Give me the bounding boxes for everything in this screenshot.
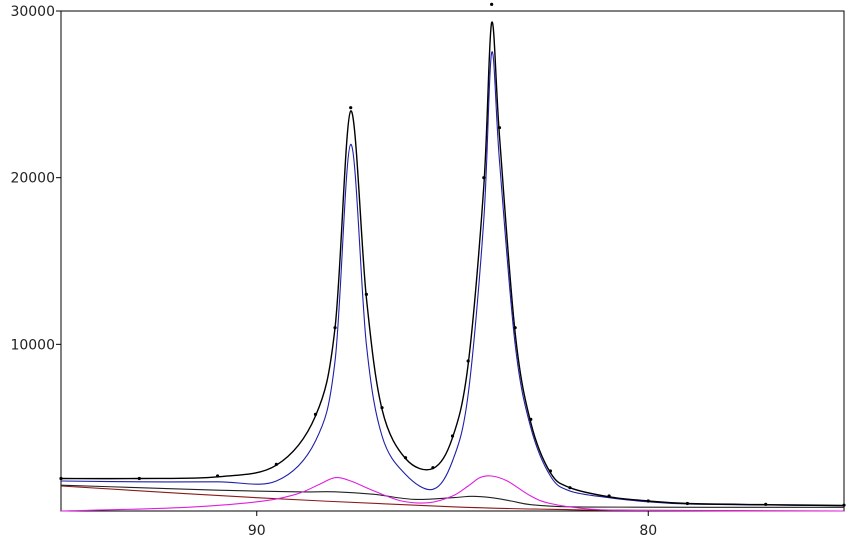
data-point (403, 456, 408, 460)
data-point (380, 406, 384, 410)
axis-layer: 10000 20000 30000 90 80 (10, 4, 657, 539)
series-line-background (60, 484, 845, 508)
data-point (548, 469, 552, 473)
data-point (364, 292, 368, 296)
series-layer (59, 2, 846, 512)
data-point (529, 417, 533, 421)
data-point (59, 476, 63, 481)
x-tick-label: 90 (248, 523, 266, 539)
data-point (685, 501, 690, 506)
series-line-envelope (60, 21, 845, 507)
data-point (450, 434, 455, 438)
plot-area (60, 10, 845, 512)
data-point (490, 2, 494, 6)
data-point (466, 359, 470, 363)
data-point (313, 412, 318, 416)
data-point (333, 326, 337, 330)
data-point (607, 494, 611, 498)
data-point (513, 326, 517, 330)
data-point (646, 499, 650, 503)
data-point (137, 476, 141, 481)
data-point (431, 466, 435, 470)
data-point (274, 462, 278, 466)
data-point (842, 503, 846, 507)
data-point (764, 502, 768, 506)
data-point (497, 126, 502, 130)
y-tick-label: 20000 (10, 171, 55, 187)
data-point (349, 106, 353, 110)
series-line-satellite-component (60, 475, 845, 512)
series-measured-data (59, 2, 846, 507)
data-point (216, 474, 220, 478)
data-point (482, 176, 486, 180)
y-tick-label: 10000 (10, 337, 55, 353)
data-point (568, 486, 572, 490)
x-tick-label: 80 (639, 523, 657, 539)
series-line-main-component (60, 51, 845, 507)
y-tick-label: 30000 (10, 4, 55, 20)
